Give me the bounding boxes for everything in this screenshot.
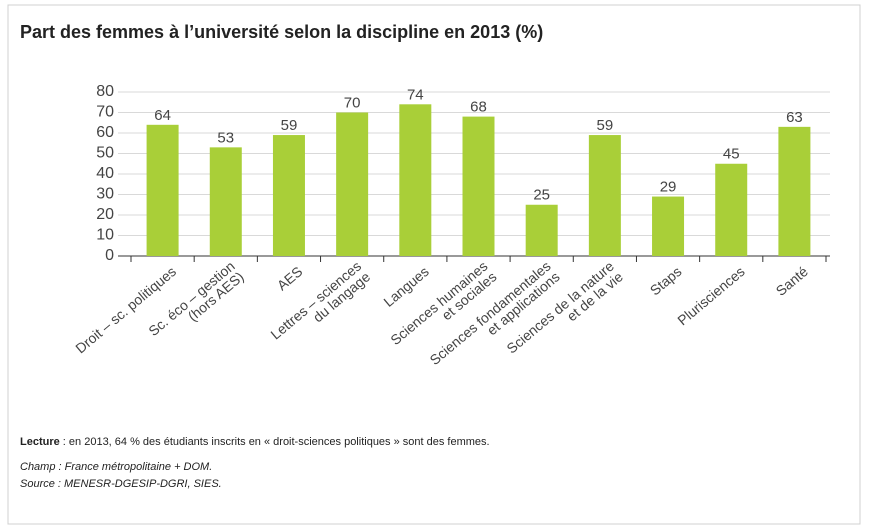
reading-note: Lecture : en 2013, 64 % des étudiants in…: [20, 436, 490, 448]
x-tick-label: AES: [274, 263, 306, 293]
y-tick-label: 40: [96, 165, 114, 182]
y-tick-label: 50: [96, 145, 114, 162]
y-tick-label: 0: [105, 247, 114, 264]
value-label: 29: [660, 179, 677, 196]
x-tick-label: Santé: [772, 263, 810, 299]
x-tick-label: Plurisciences: [674, 263, 747, 328]
y-tick-label: 80: [96, 83, 114, 100]
bar: [588, 135, 621, 256]
bar: [462, 116, 495, 256]
value-label: 63: [786, 109, 803, 126]
value-label: 68: [470, 99, 487, 116]
value-label: 59: [597, 117, 614, 134]
reading-label: Lecture: [20, 436, 60, 448]
bar: [715, 163, 748, 256]
bar: [525, 204, 558, 256]
x-tick-label: Staps: [647, 263, 685, 298]
bar: [146, 124, 179, 256]
source-note: Source : MENESR-DGESIP-DGRI, SIES.: [20, 478, 222, 490]
bar: [336, 112, 369, 256]
y-tick-label: 10: [96, 227, 114, 244]
value-label: 45: [723, 146, 740, 163]
y-tick-label: 20: [96, 206, 114, 223]
scope-note: Champ : France métropolitaine + DOM.: [20, 461, 212, 473]
value-label: 64: [154, 107, 171, 124]
chart-title: Part des femmes à l’université selon la …: [20, 22, 543, 42]
bar: [778, 126, 811, 256]
value-label: 53: [217, 129, 234, 146]
value-label: 70: [344, 94, 361, 111]
y-tick-label: 70: [96, 104, 114, 121]
x-tick-label: Droit – sc. politiques: [72, 263, 179, 356]
x-tick-label: Langues: [380, 263, 431, 310]
reading-text: : en 2013, 64 % des étudiants inscrits e…: [60, 436, 490, 448]
y-tick-label: 30: [96, 186, 114, 203]
bar: [209, 147, 242, 256]
value-label: 74: [407, 86, 424, 103]
value-label: 25: [533, 187, 550, 204]
bar: [272, 135, 305, 256]
y-tick-label: 60: [96, 124, 114, 141]
bar: [652, 196, 685, 256]
bar: [399, 104, 432, 256]
frame: [7, 4, 861, 525]
value-label: 59: [281, 117, 298, 134]
